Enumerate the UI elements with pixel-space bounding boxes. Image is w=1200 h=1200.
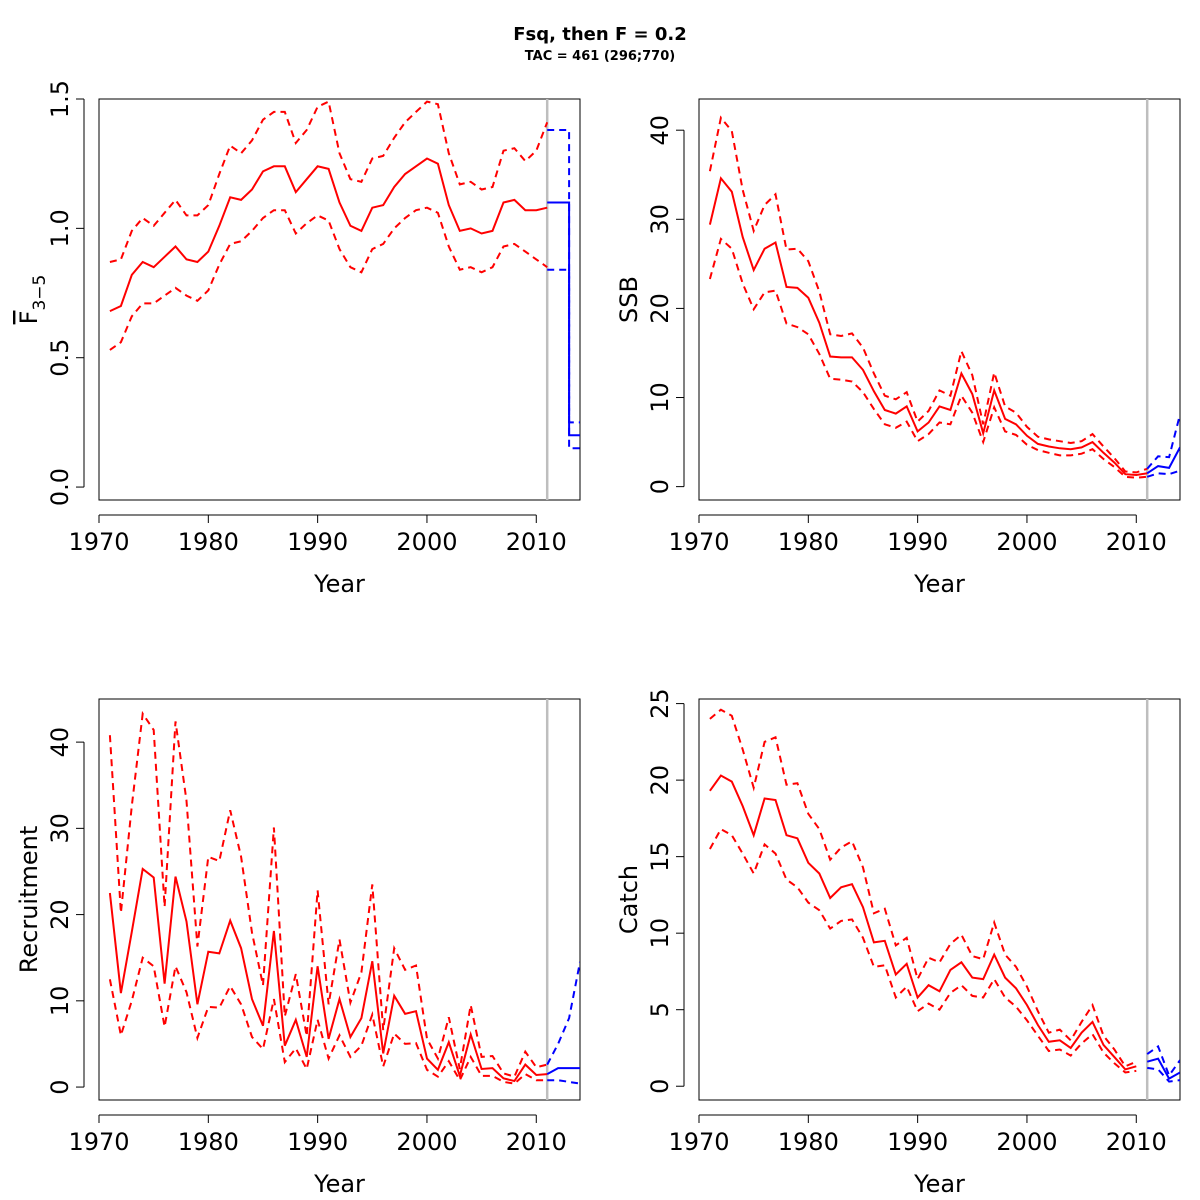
- forecast-estimate-line: [1146, 1057, 1180, 1080]
- x-tick-label: 2010: [506, 528, 567, 556]
- y-tick-label: 20: [646, 293, 674, 324]
- x-tick-label: 1990: [287, 528, 348, 556]
- plot-area: [708, 99, 1180, 500]
- forecast-lower-line: [1146, 469, 1180, 478]
- historic-lower-line: [108, 955, 548, 1085]
- y-tick-label: 30: [646, 204, 674, 235]
- historic-estimate-line: [109, 157, 548, 313]
- x-axis-label: Year: [913, 570, 965, 598]
- y-axis-label: F3−5: [15, 275, 50, 325]
- historic-lower-line: [109, 206, 548, 351]
- x-axis-label: Year: [313, 1170, 365, 1198]
- plot-frame: [98, 98, 581, 501]
- figure-subtitle: TAC = 461 (296;770): [525, 49, 675, 64]
- plot-frame: [698, 98, 1181, 501]
- y-tick-label: 20: [646, 765, 674, 796]
- historic-lower-line: [709, 827, 1137, 1074]
- forecast-estimate-line: [547, 201, 580, 437]
- x-tick-label: 2010: [1106, 528, 1167, 556]
- y-tick-label: 0.5: [46, 339, 74, 377]
- forecast-upper-line: [1146, 1044, 1180, 1078]
- historic-upper-line: [109, 100, 549, 263]
- y-tick-label: 0: [646, 1079, 674, 1094]
- x-tick-label: 1990: [287, 1128, 348, 1156]
- y-tick-label: 10: [646, 918, 674, 949]
- plot-frame: [698, 698, 1181, 1101]
- x-tick-label: 1970: [68, 528, 129, 556]
- y-axis-label-main: F: [15, 311, 43, 325]
- plot-area: [709, 699, 1180, 1100]
- forecast-upper-line: [1146, 414, 1180, 470]
- x-tick-label: 2010: [506, 1128, 567, 1156]
- panel-recruitment: 1970 1980 1990 2000 2010 Year 0 10 20 30 40 Recruit…: [15, 698, 581, 1198]
- forecast-lower-line: [547, 268, 580, 450]
- historic-estimate-line: [709, 774, 1137, 1071]
- y-tick-label: 5: [646, 1002, 674, 1017]
- y-tick-label: 20: [46, 899, 74, 930]
- y-tick-label: 30: [46, 813, 74, 844]
- forecast-estimate-line: [546, 1067, 580, 1075]
- y-axis-label: Catch: [615, 865, 643, 934]
- x-tick-label: 1970: [668, 528, 729, 556]
- y-axis-label: Recruitment: [15, 826, 43, 973]
- panel-catch: 1970 1980 1990 2000 2010 Year 0 5 10 15 20 25 Catch: [615, 688, 1181, 1198]
- x-tick-label: 1970: [68, 1128, 129, 1156]
- y-tick-label: 1.5: [46, 80, 74, 118]
- x-tick-label: 1980: [178, 528, 239, 556]
- forecast-lower-line: [1147, 1066, 1180, 1083]
- x-tick-label: 1970: [668, 1128, 729, 1156]
- y-tick-label: 0: [46, 1079, 74, 1094]
- y-axis-label: SSB: [615, 276, 643, 323]
- x-tick-label: 1980: [778, 528, 839, 556]
- y-tick-label: 25: [646, 688, 674, 719]
- x-axis-label: Year: [313, 570, 365, 598]
- x-tick-label: 2000: [996, 1128, 1057, 1156]
- historic-upper-line: [708, 115, 1148, 474]
- historic-lower-line: [708, 237, 1148, 479]
- x-tick-label: 2000: [996, 528, 1057, 556]
- x-tick-label: 2000: [396, 528, 457, 556]
- plot-frame: [98, 698, 581, 1101]
- y-tick-label: 10: [646, 382, 674, 413]
- panel-ssb: 1970 1980 1990 2000 2010 Year 0 10 20 30 40 SSB: [615, 98, 1181, 598]
- plot-area: [109, 99, 580, 500]
- y-tick-label: 0: [646, 479, 674, 494]
- forecast-upper-line: [547, 129, 580, 424]
- y-axis-label-sub: 3−5: [30, 275, 50, 311]
- x-tick-label: 1980: [178, 1128, 239, 1156]
- figure-title: Fsq, then F = 0.2: [513, 24, 687, 45]
- x-tick-label: 2010: [1106, 1128, 1167, 1156]
- historic-upper-line: [108, 710, 548, 1078]
- y-tick-label: 40: [646, 115, 674, 146]
- y-tick-label: 40: [46, 727, 74, 758]
- panel-fbar: 1970 1980 1990 2000 2010 Year 0.0 0.5 1.0 1.5 F3−5: [15, 80, 581, 598]
- historic-estimate-line: [708, 176, 1148, 477]
- x-tick-label: 1990: [887, 1128, 948, 1156]
- x-tick-label: 2000: [396, 1128, 457, 1156]
- x-tick-label: 1990: [887, 528, 948, 556]
- x-axis-label: Year: [913, 1170, 965, 1198]
- y-tick-label: 0.0: [46, 468, 74, 506]
- y-tick-label: 10: [46, 986, 74, 1017]
- plot-area: [108, 699, 580, 1100]
- y-tick-label: 15: [646, 841, 674, 872]
- historic-estimate-line: [108, 867, 548, 1083]
- forecast-estimate-line: [1146, 446, 1180, 475]
- forecast-upper-line: [546, 961, 580, 1066]
- historic-upper-line: [709, 708, 1137, 1068]
- x-tick-label: 1980: [778, 1128, 839, 1156]
- y-tick-label: 1.0: [46, 209, 74, 247]
- forecast-lower-line: [547, 1079, 580, 1085]
